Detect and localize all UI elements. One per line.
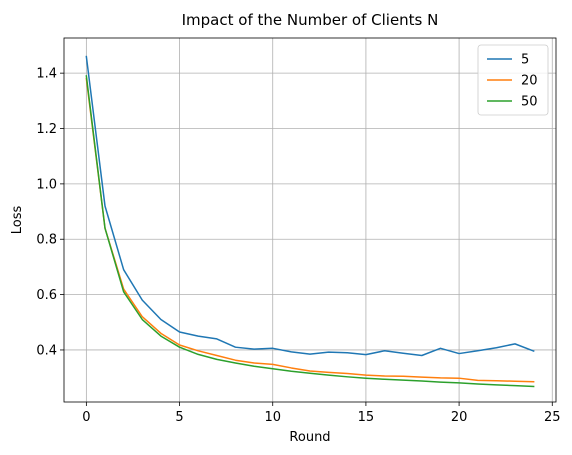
series-line-50: [85, 75, 535, 388]
legend-label-5: 5: [521, 53, 529, 68]
x-axis-label: Round: [289, 430, 330, 445]
y-tick-label: 0.4: [36, 343, 57, 358]
y-tick-label: 0.6: [36, 288, 57, 303]
x-tick-label: 25: [544, 410, 561, 425]
y-tick-label: 1.2: [36, 122, 57, 137]
legend-label-50: 50: [521, 95, 538, 110]
ticks: 0 5 10 15 20 25 0.4 0.6 0.8 1.0 1.2 1.4: [36, 67, 560, 425]
x-tick-label: 5: [175, 410, 183, 425]
series-line-5: [85, 55, 535, 357]
x-tick-label: 0: [82, 410, 90, 425]
legend-box: [477, 44, 549, 116]
y-axis-label: Loss: [10, 206, 25, 235]
x-tick-label: 20: [451, 410, 468, 425]
y-tick-label: 0.8: [36, 233, 57, 248]
chart-title: Impact of the Number of Clients N: [182, 11, 439, 29]
grid: [64, 38, 556, 402]
y-tick-label: 1.0: [36, 177, 57, 192]
x-tick-label: 15: [358, 410, 375, 425]
series-lines: [85, 55, 535, 388]
legend-label-20: 20: [521, 74, 538, 89]
axes-frame: [63, 37, 557, 403]
series-line-20: [85, 77, 535, 383]
y-tick-label: 1.4: [36, 67, 57, 82]
legend: 5 20 50: [477, 44, 549, 116]
x-tick-label: 10: [264, 410, 281, 425]
